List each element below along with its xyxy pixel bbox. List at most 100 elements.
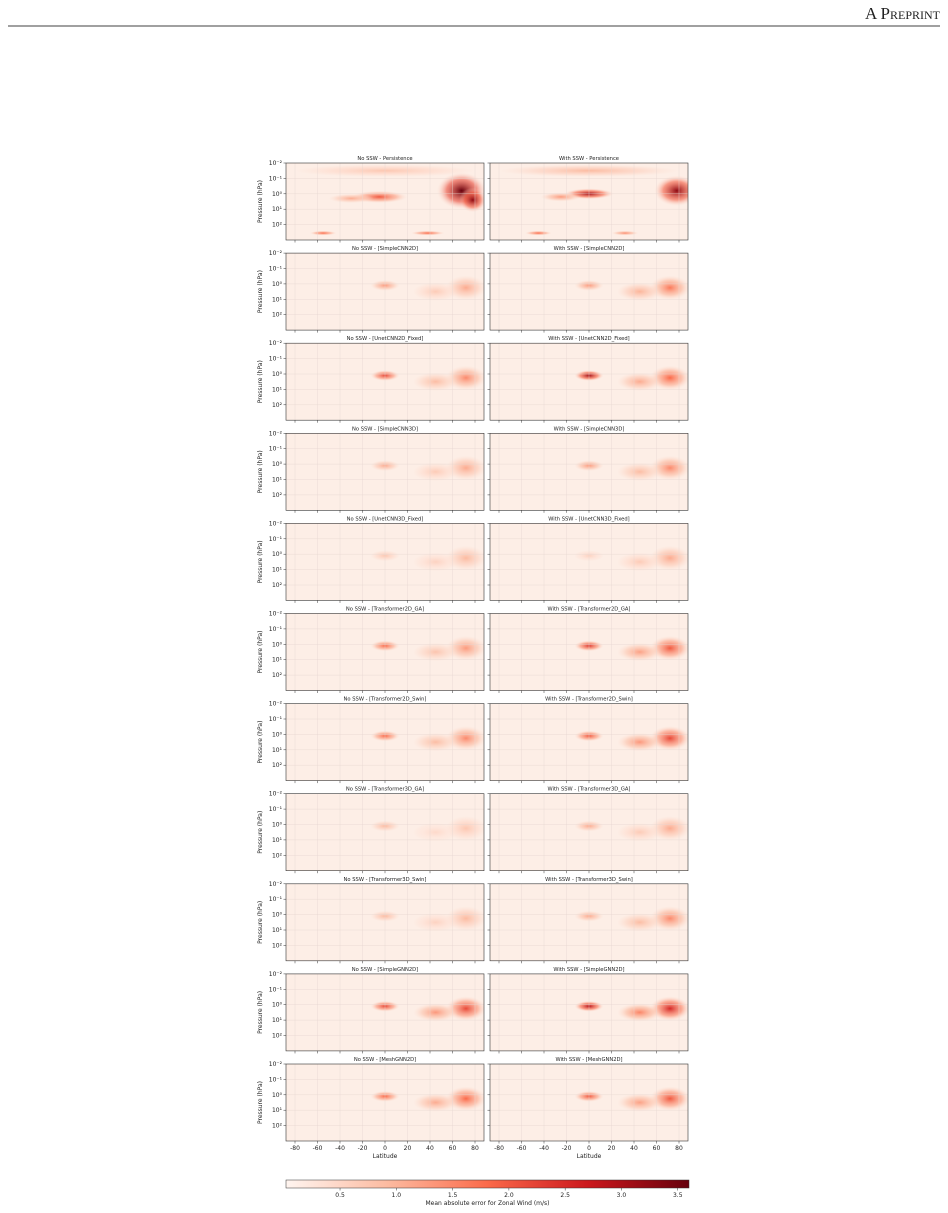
y-tick-label: 10¹	[272, 477, 283, 484]
heatmap-blob	[413, 913, 459, 932]
panel-title: With SSW - [SimpleCNN3D]	[554, 426, 625, 432]
heatmap	[490, 1064, 688, 1141]
heatmap-blob	[617, 1093, 663, 1112]
panel-frame	[489, 162, 689, 241]
y-axis-label: Pressure (hPa)	[257, 721, 264, 764]
heatmap	[286, 613, 484, 691]
y-axis-label: Pressure (hPa)	[257, 901, 264, 944]
heatmap-blob	[617, 372, 663, 391]
x-tick-label: -40	[539, 1145, 549, 1152]
y-axis-label: Pressure (hPa)	[257, 991, 264, 1034]
x-axis-label: Latitude	[577, 1153, 602, 1160]
panel-title: No SSW - [SimpleGNN2D]	[352, 967, 418, 973]
heatmap-blob	[611, 230, 639, 236]
y-tick-label: 10⁻²	[269, 160, 283, 167]
colorbar-tick-label: 3.5	[673, 1192, 683, 1199]
panel-title: With SSW - [SimpleGNN2D]	[553, 967, 624, 973]
y-tick-label: 10⁻¹	[269, 896, 283, 903]
panel-title: No SSW - [UnetCNN2D_Fixed]	[347, 336, 424, 342]
y-tick-label: 10¹	[272, 837, 283, 844]
heatmap-blob	[617, 732, 663, 752]
panel-title: With SSW - [UnetCNN3D_Fixed]	[548, 516, 629, 522]
heatmap-blob	[413, 1003, 459, 1022]
y-tick-label: 10²	[272, 402, 283, 409]
panel-title: With SSW - [Transformer3D_GA]	[548, 787, 631, 793]
panel-frame	[285, 793, 485, 872]
panel-frame	[489, 523, 689, 601]
heatmap	[490, 433, 688, 511]
panel-frame	[285, 523, 485, 601]
heatmap-blob	[309, 230, 337, 236]
heatmap-blob	[328, 193, 374, 204]
colorbar-tick-label: 3.0	[617, 1192, 627, 1199]
x-tick-label: -60	[517, 1145, 527, 1152]
x-tick-label: -60	[313, 1145, 323, 1152]
y-tick-label: 10⁻¹	[269, 266, 283, 273]
heatmap	[286, 253, 484, 331]
y-tick-label: 10⁰	[272, 191, 283, 198]
y-tick-label: 10²	[272, 582, 283, 589]
y-tick-label: 10⁻²	[269, 340, 283, 347]
heatmap	[490, 523, 688, 601]
heatmap-blob	[413, 462, 459, 482]
heatmap	[490, 883, 688, 961]
y-tick-label: 10⁰	[272, 731, 283, 738]
panel-title: With SSW - [MeshGNN2D]	[555, 1057, 622, 1063]
y-tick-label: 10⁻¹	[269, 1076, 283, 1083]
y-tick-label: 10⁻²	[269, 701, 283, 708]
x-tick-label: -80	[290, 1145, 300, 1152]
panel-frame	[489, 703, 689, 781]
heatmap	[286, 1064, 484, 1141]
panel-frame	[285, 252, 485, 331]
y-tick-label: 10¹	[272, 1017, 283, 1024]
x-tick-label: 20	[608, 1145, 616, 1152]
y-tick-label: 10²	[272, 222, 283, 229]
heatmap-blob	[413, 1093, 459, 1112]
y-tick-label: 10⁰	[272, 641, 283, 648]
x-tick-label: -20	[358, 1145, 368, 1152]
panel-title: No SSW - [SimpleCNN2D]	[352, 246, 418, 252]
x-axis-label: Latitude	[373, 1153, 398, 1160]
y-tick-label: 10⁻¹	[269, 356, 283, 363]
y-tick-label: 10⁻¹	[269, 446, 283, 453]
y-tick-label: 10⁻²	[269, 1061, 283, 1068]
heatmap-blob	[617, 282, 663, 301]
panel-title: No SSW - [SimpleCNN3D]	[352, 426, 418, 432]
x-tick-label: 0	[383, 1145, 387, 1152]
heatmap	[490, 703, 688, 781]
y-tick-label: 10²	[272, 492, 283, 499]
panel-frame	[489, 432, 689, 511]
panel-frame	[285, 432, 485, 511]
y-tick-label: 10⁰	[272, 912, 283, 919]
panel-title: With SSW - [Transformer2D_GA]	[548, 607, 631, 613]
y-tick-label: 10⁻¹	[269, 986, 283, 993]
colorbar-tick-label: 1.5	[448, 1192, 458, 1199]
y-tick-label: 10⁻²	[269, 611, 283, 618]
running-title: A Preprint	[865, 4, 941, 23]
colorbar-label: Mean absolute error for Zonal Wind (m/s)	[425, 1200, 549, 1207]
heatmap-blob	[410, 230, 445, 236]
panel-frame	[489, 973, 689, 1052]
y-axis-label: Pressure (hPa)	[257, 540, 264, 583]
panel-frame	[285, 883, 485, 962]
y-tick-label: 10²	[272, 672, 283, 679]
y-tick-label: 10¹	[272, 567, 283, 574]
panel-frame	[285, 973, 485, 1052]
y-axis-label: Pressure (hPa)	[257, 270, 264, 313]
y-axis-label: Pressure (hPa)	[257, 630, 264, 673]
panel-frame	[285, 162, 485, 241]
heatmap	[286, 523, 484, 601]
y-tick-label: 10⁰	[272, 551, 283, 558]
y-tick-label: 10¹	[272, 1107, 283, 1114]
y-tick-label: 10⁻¹	[269, 536, 283, 543]
heatmap	[286, 793, 484, 871]
heatmap	[490, 973, 688, 1051]
panel-frame	[285, 613, 485, 691]
y-tick-label: 10⁻¹	[269, 716, 283, 723]
y-tick-label: 10⁰	[272, 1002, 283, 1009]
heatmap-blob	[459, 187, 484, 213]
y-tick-label: 10²	[272, 852, 283, 859]
panel-title: No SSW - [Transformer3D_Swin]	[344, 877, 427, 883]
heatmap-blob	[654, 175, 688, 207]
